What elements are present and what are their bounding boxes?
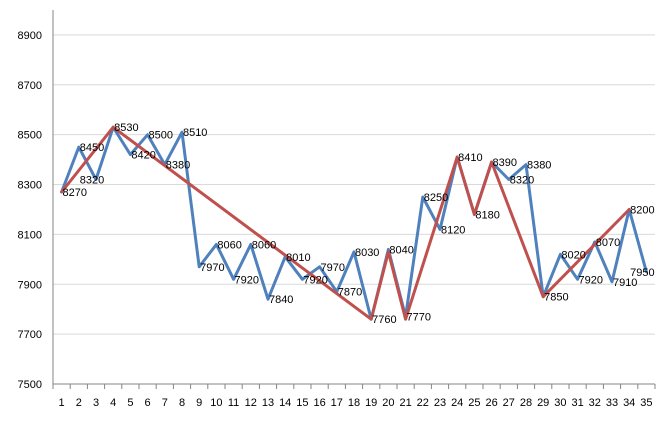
data-label: 8030 — [355, 247, 379, 259]
series-line-red — [60, 125, 631, 321]
x-tick-label: 9 — [196, 397, 202, 409]
y-tick-label: 7500 — [18, 379, 42, 391]
series-line-blue — [60, 125, 648, 321]
data-label: 7920 — [579, 274, 603, 286]
data-label: 7910 — [613, 277, 637, 289]
data-label: 8060 — [252, 239, 276, 251]
data-label: 8200 — [630, 204, 654, 216]
x-tick-label: 14 — [279, 397, 291, 409]
grid-lines — [53, 34, 655, 335]
data-label: 8530 — [114, 122, 138, 134]
x-tick-label: 10 — [210, 397, 222, 409]
data-label: 8040 — [389, 244, 413, 256]
data-label: 7840 — [269, 294, 293, 306]
x-tick-label: 24 — [451, 397, 463, 409]
y-tick-label: 7700 — [18, 329, 42, 341]
data-label: 8420 — [131, 150, 155, 162]
data-label: 8500 — [149, 130, 173, 142]
x-tick-label: 3 — [93, 397, 99, 409]
y-tick-label: 7900 — [18, 279, 42, 291]
x-tick-label: 30 — [554, 397, 566, 409]
x-tick-label: 28 — [520, 397, 532, 409]
x-tick-label: 8 — [179, 397, 185, 409]
data-label: 8320 — [80, 175, 104, 187]
data-label: 8390 — [493, 157, 517, 169]
data-label: 8410 — [458, 152, 482, 164]
x-tick-label: 1 — [59, 397, 65, 409]
x-tick-label: 33 — [606, 397, 618, 409]
y-tick-label: 8500 — [18, 130, 42, 142]
x-tick-label: 11 — [228, 397, 239, 409]
x-tick-label: 27 — [503, 397, 515, 409]
data-label: 8320 — [510, 175, 534, 187]
series-lines — [60, 125, 648, 321]
x-tick-label: 20 — [382, 397, 394, 409]
x-tick-label: 13 — [262, 397, 274, 409]
x-tick-label: 26 — [485, 397, 497, 409]
data-label: 8450 — [80, 142, 104, 154]
x-tick-label: 17 — [331, 397, 343, 409]
x-tick-label: 7 — [162, 397, 168, 409]
data-label: 8020 — [561, 249, 585, 261]
x-tick-label: 32 — [589, 397, 601, 409]
x-tick-label: 6 — [145, 397, 151, 409]
x-tick-label: 15 — [296, 397, 308, 409]
data-label: 8380 — [527, 160, 551, 172]
x-tick-label: 31 — [571, 397, 583, 409]
data-label: 7850 — [544, 292, 568, 304]
data-label: 7970 — [321, 262, 345, 274]
data-label: 7920 — [235, 274, 259, 286]
x-tick-label: 21 — [399, 397, 411, 409]
data-label: 7970 — [200, 262, 224, 274]
y-tick-label: 8300 — [18, 180, 42, 192]
data-label: 7760 — [372, 314, 396, 326]
x-tick-label: 5 — [127, 397, 133, 409]
data-label: 7870 — [338, 287, 362, 299]
data-label: 7770 — [407, 312, 431, 324]
x-tick-label: 29 — [537, 397, 549, 409]
data-labels: 8270 8450 8320 8530 8420 8500 8380 8510 7970 8060… — [63, 122, 655, 326]
x-tick-label: 18 — [348, 397, 360, 409]
y-tick-label: 8100 — [18, 229, 42, 241]
y-tick-label: 8700 — [18, 80, 42, 92]
x-tick-label: 19 — [365, 397, 377, 409]
data-label: 8180 — [475, 209, 499, 221]
x-tick-label: 4 — [110, 397, 116, 409]
data-label: 7920 — [303, 274, 327, 286]
data-label: 8120 — [441, 224, 465, 236]
y-tick-label: 8900 — [18, 30, 42, 42]
x-tick-label: 25 — [468, 397, 480, 409]
data-label: 8070 — [596, 237, 620, 249]
x-tick-label: 16 — [313, 397, 325, 409]
x-tick-label: 22 — [417, 397, 429, 409]
data-label: 8510 — [183, 127, 207, 139]
data-label: 8010 — [286, 252, 310, 264]
x-tick-label: 23 — [434, 397, 446, 409]
data-label: 8250 — [424, 192, 448, 204]
data-label: 7950 — [630, 267, 654, 279]
x-tick-label: 12 — [245, 397, 257, 409]
x-tick-label: 2 — [76, 397, 82, 409]
data-label: 8270 — [63, 187, 87, 199]
x-tick-label: 35 — [640, 397, 652, 409]
x-tick-label: 34 — [623, 397, 635, 409]
data-label: 8060 — [217, 239, 241, 251]
data-label: 8380 — [166, 160, 190, 172]
